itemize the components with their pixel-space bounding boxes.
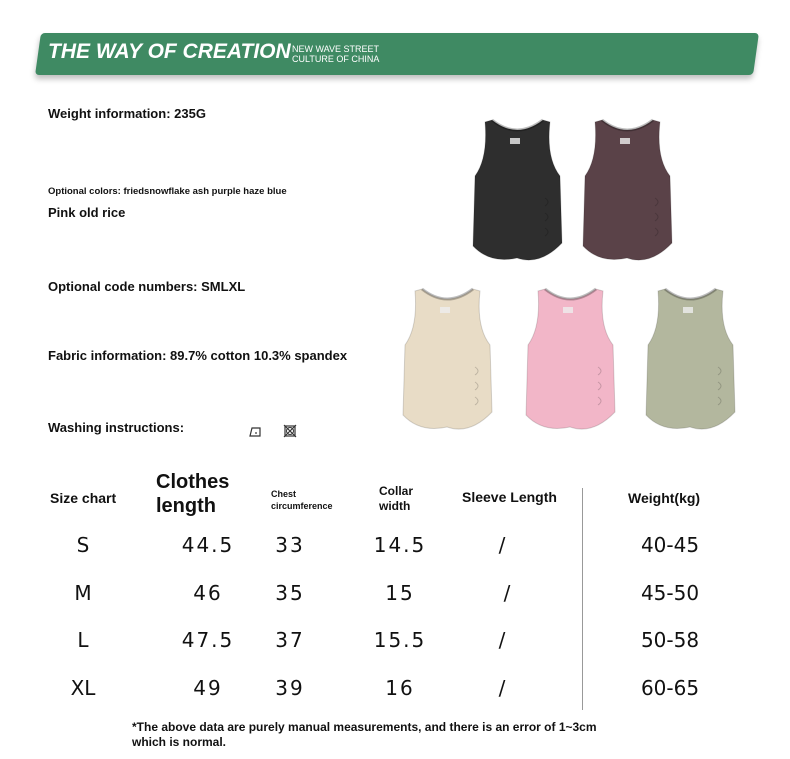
cell-sleeve: / xyxy=(498,676,508,700)
cell-size: S xyxy=(76,533,90,557)
weight-info: Weight information: 235G xyxy=(48,106,206,121)
note-line: which is normal. xyxy=(132,735,227,749)
cell-weight: 40-45 xyxy=(640,533,700,557)
subtitle-line-1: NEW WAVE STREET xyxy=(292,44,380,54)
header-text: Collar xyxy=(379,484,414,498)
cell-chest: 37 xyxy=(275,628,305,652)
subtitle-line-2: CULTURE OF CHINA xyxy=(292,54,380,64)
header-size: Size chart xyxy=(50,490,117,506)
cell-length: 49 xyxy=(193,676,223,700)
cell-chest: 39 xyxy=(275,676,305,700)
cell-sleeve: / xyxy=(498,533,508,557)
header-collar: Collar width xyxy=(379,484,413,514)
header-chest: Chest circumference xyxy=(271,488,333,512)
cell-collar: 16 xyxy=(385,676,415,700)
header-text: Chest xyxy=(271,489,297,499)
column-divider xyxy=(582,488,583,710)
measurement-note: *The above data are purely manual measur… xyxy=(132,720,597,750)
colors-info: Optional colors: friedsnowflake ash purp… xyxy=(48,186,287,197)
tank-top-image xyxy=(582,118,673,261)
cell-size: L xyxy=(77,628,89,652)
header-sleeve: Sleeve Length xyxy=(462,489,557,505)
iron-icon xyxy=(249,427,261,437)
tank-top-image xyxy=(402,287,493,430)
banner-title: THE WAY OF CREATION xyxy=(48,40,291,63)
note-line: *The above data are purely manual measur… xyxy=(132,720,597,734)
cell-chest: 35 xyxy=(275,581,305,605)
header-text: width xyxy=(379,499,411,513)
header-text: circumference xyxy=(271,501,333,511)
colors-info-2: Pink old rice xyxy=(48,205,126,220)
header-text: Clothes xyxy=(156,471,230,493)
cell-length: 47.5 xyxy=(181,628,235,652)
cell-length: 46 xyxy=(193,581,223,605)
cell-collar: 15.5 xyxy=(373,628,427,652)
fabric-info: Fabric information: 89.7% cotton 10.3% s… xyxy=(48,348,348,363)
cell-collar: 15 xyxy=(385,581,415,605)
cell-size: XL xyxy=(70,676,96,700)
cell-chest: 33 xyxy=(275,533,305,557)
washing-info: Washing instructions: xyxy=(48,420,185,435)
banner-subtitle: NEW WAVE STREET CULTURE OF CHINA xyxy=(292,44,379,64)
tank-top-image xyxy=(472,118,563,261)
sizes-info: Optional code numbers: SMLXL xyxy=(48,279,246,294)
cell-weight: 45-50 xyxy=(640,581,700,605)
cell-sleeve: / xyxy=(503,581,513,605)
cell-length: 44.5 xyxy=(181,533,235,557)
header-text: length xyxy=(156,495,216,517)
cell-weight: 60-65 xyxy=(640,676,700,700)
tank-top-image xyxy=(645,287,736,430)
no-tumble-dry-icon xyxy=(283,424,297,438)
tank-top-image xyxy=(525,287,616,430)
header-weight: Weight(kg) xyxy=(628,490,701,506)
cell-weight: 50-58 xyxy=(640,628,700,652)
header-clothes-length: Clothes length xyxy=(156,470,229,518)
cell-size: M xyxy=(74,581,92,605)
cell-sleeve: / xyxy=(498,628,508,652)
cell-collar: 14.5 xyxy=(373,533,427,557)
